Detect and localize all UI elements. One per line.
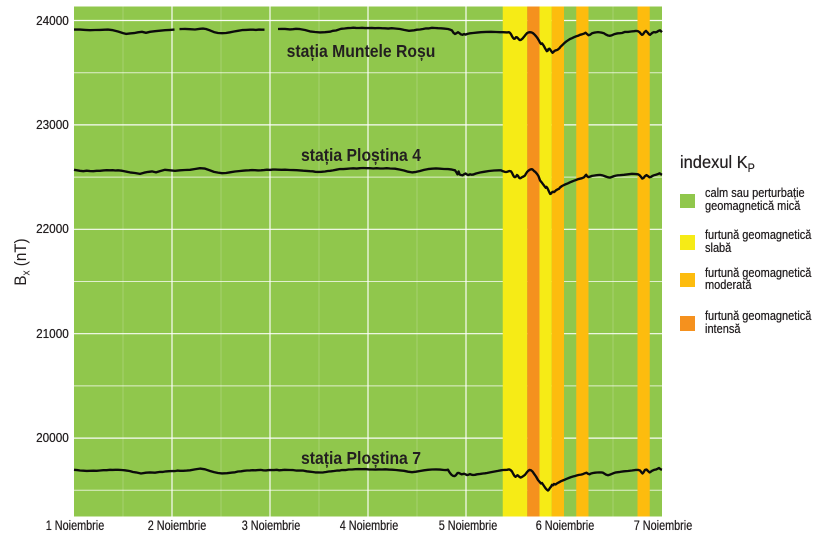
svg-text:Bx (nT): Bx (nT) (12, 238, 32, 285)
